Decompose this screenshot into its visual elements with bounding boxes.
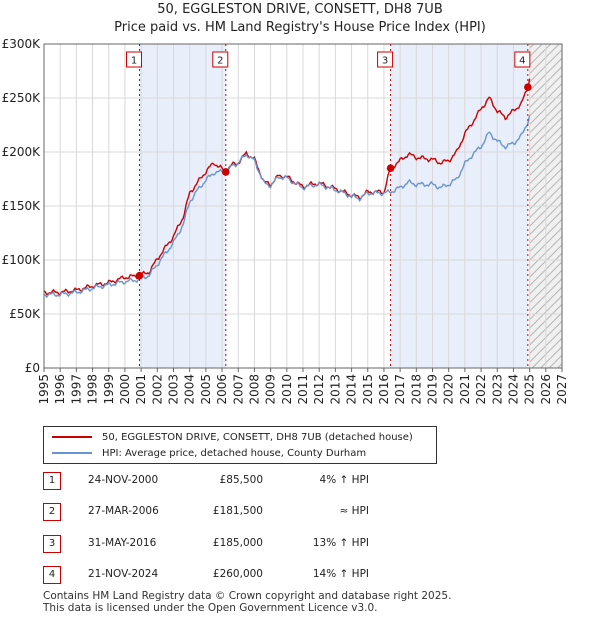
x-tick-label: 2022 — [474, 374, 488, 405]
sale-badge-box — [514, 51, 531, 68]
sale-point — [386, 164, 395, 172]
chart-title: 50, EGGLESTON DRIVE, CONSETT, DH8 7UB — [157, 2, 443, 17]
y-tick-label: £100K — [2, 253, 42, 267]
sale-point — [221, 168, 230, 176]
y-tick-label: £0 — [25, 361, 40, 375]
x-tick-label: 2013 — [328, 374, 342, 405]
x-tick-label: 2027 — [555, 374, 569, 405]
x-tick-label: 2006 — [215, 374, 229, 405]
x-tick-label: 2004 — [183, 374, 197, 405]
sale-badge-box — [212, 51, 229, 68]
x-tick-label: 2011 — [296, 374, 310, 405]
legend-label-property: 50, EGGLESTON DRIVE, CONSETT, DH8 7UB (d… — [102, 431, 413, 443]
transaction-date: 27-MAR-2006 — [88, 505, 159, 517]
x-tick-label: 2000 — [118, 374, 132, 405]
hpi-line — [43, 115, 531, 299]
sale-badge-box — [126, 51, 143, 68]
x-tick-label: 2014 — [345, 374, 359, 405]
x-tick-label: 2007 — [231, 374, 245, 405]
table-row: 4 21-NOV-2024 £260,000 14% ↑ HPI — [43, 566, 583, 584]
y-tick-label: £300K — [2, 37, 42, 51]
transaction-date: 24-NOV-2000 — [88, 474, 159, 486]
transaction-price: £181,500 — [212, 505, 263, 517]
transaction-hpi: 4% ↑ HPI — [319, 474, 369, 486]
x-tick-label: 2002 — [150, 374, 164, 405]
transaction-badge: 4 — [43, 566, 61, 584]
transaction-badge: 1 — [43, 472, 61, 490]
table-row: 3 31-MAY-2016 £185,000 13% ↑ HPI — [43, 535, 583, 553]
x-tick-label: 2005 — [199, 374, 213, 405]
table-row: 1 24-NOV-2000 £85,500 4% ↑ HPI — [43, 472, 583, 490]
sale-badge-label: 2 — [217, 56, 223, 67]
x-tick-label: 2010 — [280, 374, 294, 405]
transaction-date: 21-NOV-2024 — [88, 568, 159, 580]
chart-subtitle: Price paid vs. HM Land Registry's House … — [114, 20, 486, 35]
footer-line-2: This data is licensed under the Open Gov… — [43, 602, 378, 614]
transaction-badge: 3 — [43, 535, 61, 553]
x-tick-label: 2024 — [506, 374, 520, 405]
x-tick-label: 2001 — [134, 374, 148, 405]
x-tick-label: 1997 — [69, 374, 83, 405]
sale-badge-label: 1 — [131, 56, 137, 67]
legend-item-hpi: HPI: Average price, detached house, Coun… — [52, 445, 366, 461]
sale-badge-label: 4 — [519, 56, 525, 67]
x-tick-label: 2015 — [361, 374, 375, 405]
x-tick-label: 2018 — [409, 374, 423, 405]
x-tick-label: 2026 — [539, 374, 553, 405]
x-tick-label: 1996 — [53, 374, 67, 405]
sale-badge-box — [377, 51, 394, 68]
x-tick-label: 2019 — [426, 374, 440, 405]
x-tick-label: 2009 — [264, 374, 278, 405]
transaction-badge: 2 — [43, 503, 61, 521]
x-tick-label: 2021 — [458, 374, 472, 405]
y-tick-label: £250K — [2, 91, 42, 105]
x-tick-label: 2008 — [247, 374, 261, 405]
sale-point — [135, 271, 144, 280]
x-tick-label: 2025 — [523, 374, 537, 405]
x-tick-label: 2003 — [167, 374, 181, 405]
legend: 50, EGGLESTON DRIVE, CONSETT, DH8 7UB (d… — [43, 426, 437, 464]
legend-swatch-property — [52, 436, 92, 438]
x-tick-label: 2017 — [393, 374, 407, 405]
x-tick-label: 1999 — [102, 374, 116, 405]
x-tick-label: 2020 — [442, 374, 456, 405]
transaction-price: £85,500 — [219, 474, 263, 486]
transaction-price: £185,000 — [212, 537, 263, 549]
x-tick-label: 2016 — [377, 374, 391, 405]
x-tick-label: 2012 — [312, 374, 326, 405]
footer: Contains HM Land Registry data © Crown c… — [43, 590, 451, 614]
transaction-hpi: 14% ↑ HPI — [312, 568, 369, 580]
legend-item-property: 50, EGGLESTON DRIVE, CONSETT, DH8 7UB (d… — [52, 429, 413, 445]
property-price-line — [43, 78, 531, 296]
transaction-date: 31-MAY-2016 — [88, 537, 157, 549]
table-row: 2 27-MAR-2006 £181,500 ≈ HPI — [43, 503, 583, 521]
sale-point — [524, 83, 532, 91]
transaction-hpi: ≈ HPI — [339, 505, 369, 517]
sale-badge-label: 3 — [382, 56, 388, 67]
transaction-price: £260,000 — [212, 568, 263, 580]
x-tick-label: 1995 — [37, 374, 51, 405]
legend-label-hpi: HPI: Average price, detached house, Coun… — [102, 447, 367, 459]
x-tick-label: 2023 — [490, 374, 504, 405]
y-tick-label: £200K — [2, 145, 42, 159]
y-tick-label: £150K — [2, 199, 42, 213]
y-tick-label: £50K — [9, 307, 41, 321]
transaction-hpi: 13% ↑ HPI — [312, 537, 369, 549]
footer-line-1: Contains HM Land Registry data © Crown c… — [43, 590, 452, 602]
x-tick-label: 1998 — [86, 374, 100, 405]
legend-swatch-hpi — [52, 452, 92, 454]
